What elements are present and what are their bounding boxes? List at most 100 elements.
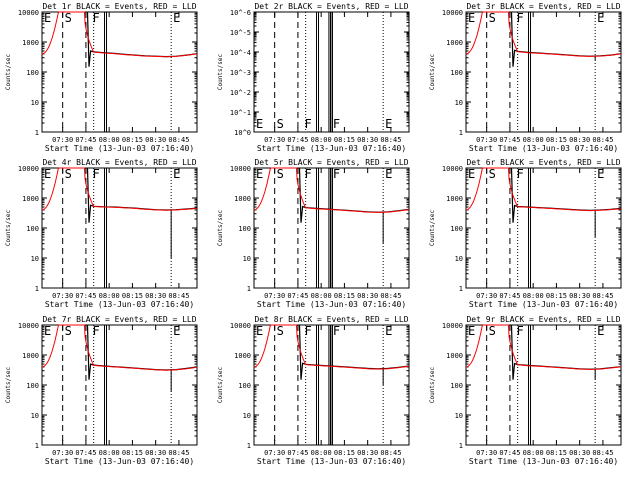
x-tick-label: 08:30 bbox=[145, 292, 166, 300]
y-axis-label: Counts/sec bbox=[217, 54, 224, 91]
series-events-line bbox=[86, 167, 198, 223]
event-marker: S bbox=[489, 167, 496, 181]
event-marker: E bbox=[385, 117, 392, 131]
event-marker: E bbox=[256, 324, 263, 338]
y-tick-label: 10 bbox=[243, 255, 251, 263]
y-tick-label: 10000 bbox=[18, 322, 39, 330]
y-tick-label: 1000 bbox=[446, 39, 463, 47]
x-tick-label: 08:45 bbox=[592, 449, 613, 457]
x-tick-label: 07:30 bbox=[264, 449, 285, 457]
chart-panel-9: Det 9r BLACK = Events, RED = LLD 1 10 100 10… bbox=[429, 315, 622, 466]
x-tick-label: 08:30 bbox=[569, 136, 590, 144]
chart-panel-7: Det 7r BLACK = Events, RED = LLD 1 10 100 10… bbox=[5, 315, 198, 466]
plot-frame bbox=[253, 167, 410, 289]
y-tick-label: 10^-6 bbox=[230, 9, 251, 17]
x-tick-label: 08:00 bbox=[99, 449, 120, 457]
y-axis-label: Counts/sec bbox=[429, 54, 436, 91]
x-axis-label: Start Time (13-Jun-03 07:16:40) bbox=[469, 457, 618, 466]
y-tick-label: 10000 bbox=[442, 9, 463, 17]
series-events-line bbox=[510, 324, 622, 380]
y-tick-label: 100 bbox=[26, 382, 39, 390]
series-lld-line bbox=[253, 167, 410, 213]
x-tick-label: 08:45 bbox=[592, 292, 613, 300]
y-tick-label: 1000 bbox=[446, 195, 463, 203]
x-axis-label: Start Time (13-Jun-03 07:16:40) bbox=[257, 457, 406, 466]
plot-frame bbox=[465, 324, 622, 446]
y-axis-label: Counts/sec bbox=[5, 210, 12, 247]
plot-frame bbox=[253, 11, 410, 133]
x-tick-label: 08:15 bbox=[546, 292, 567, 300]
series-lld-line bbox=[41, 11, 198, 58]
chart-title: Det 1r BLACK = Events, RED = LLD bbox=[42, 2, 196, 11]
chart-panel-3: Det 3r BLACK = Events, RED = LLD 1 10 100 10… bbox=[429, 2, 622, 153]
event-marker: F bbox=[305, 117, 312, 131]
event-marker: E bbox=[256, 117, 263, 131]
y-tick-label: 1 bbox=[35, 285, 39, 293]
event-marker: S bbox=[277, 117, 284, 131]
event-marker: E bbox=[468, 324, 475, 338]
y-tick-label: 1 bbox=[459, 129, 463, 137]
chart-title: Det 6r BLACK = Events, RED = LLD bbox=[466, 158, 620, 167]
event-marker: E bbox=[597, 167, 604, 181]
x-tick-label: 07:30 bbox=[476, 136, 497, 144]
y-tick-label: 10000 bbox=[442, 165, 463, 173]
x-tick-label: 07:45 bbox=[287, 136, 308, 144]
x-tick-label: 08:30 bbox=[569, 449, 590, 457]
event-marker: F bbox=[93, 167, 100, 181]
y-tick-label: 10^-5 bbox=[230, 29, 251, 37]
x-tick-label: 08:30 bbox=[569, 292, 590, 300]
x-tick-label: 08:45 bbox=[380, 136, 401, 144]
chart-panel-8: Det 8r BLACK = Events, RED = LLD 1 10 100 10… bbox=[217, 315, 410, 466]
y-tick-label: 10 bbox=[31, 255, 39, 263]
x-tick-label: 08:15 bbox=[546, 136, 567, 144]
event-marker: E bbox=[173, 167, 180, 181]
x-axis-label: Start Time (13-Jun-03 07:16:40) bbox=[45, 300, 194, 309]
x-tick-label: 07:45 bbox=[75, 136, 96, 144]
y-axis-label: Counts/sec bbox=[429, 210, 436, 247]
x-tick-label: 07:45 bbox=[499, 136, 520, 144]
y-tick-label: 1 bbox=[35, 129, 39, 137]
y-tick-label: 1000 bbox=[22, 352, 39, 360]
plot-frame bbox=[253, 324, 410, 446]
y-tick-label: 100 bbox=[26, 69, 39, 77]
series-events-line bbox=[86, 324, 198, 380]
x-tick-label: 08:00 bbox=[523, 136, 544, 144]
x-tick-label: 07:45 bbox=[287, 449, 308, 457]
chart-panel-5: Det 5r BLACK = Events, RED = LLD 1 10 100 10… bbox=[217, 158, 410, 309]
x-tick-label: 07:45 bbox=[499, 449, 520, 457]
y-tick-label: 10000 bbox=[18, 165, 39, 173]
x-tick-label: 08:45 bbox=[168, 136, 189, 144]
y-tick-label: 1 bbox=[459, 442, 463, 450]
series-events-line bbox=[298, 167, 410, 223]
y-tick-label: 10 bbox=[31, 412, 39, 420]
event-marker: E bbox=[385, 167, 392, 181]
y-tick-label: 100 bbox=[238, 382, 251, 390]
event-marker: E bbox=[173, 11, 180, 25]
x-tick-label: 08:00 bbox=[99, 292, 120, 300]
x-axis-label: Start Time (13-Jun-03 07:16:40) bbox=[469, 300, 618, 309]
chart-panel-2: Det 2r BLACK = Events, RED = LLD 10^0 10^-… bbox=[217, 2, 410, 153]
x-tick-label: 08:15 bbox=[334, 136, 355, 144]
series-lld-line bbox=[41, 324, 198, 371]
x-axis-label: Start Time (13-Jun-03 07:16:40) bbox=[469, 144, 618, 153]
event-marker: F bbox=[333, 167, 340, 181]
plot-frame bbox=[41, 11, 198, 133]
event-marker: F bbox=[517, 167, 524, 181]
x-tick-label: 07:30 bbox=[476, 292, 497, 300]
x-tick-label: 07:30 bbox=[52, 136, 73, 144]
y-tick-label: 1000 bbox=[446, 352, 463, 360]
x-tick-label: 08:45 bbox=[380, 449, 401, 457]
y-tick-label: 10^-2 bbox=[230, 89, 251, 97]
plot-frame bbox=[465, 167, 622, 289]
x-tick-label: 07:30 bbox=[52, 292, 73, 300]
y-tick-label: 10 bbox=[455, 99, 463, 107]
event-marker: S bbox=[277, 167, 284, 181]
x-tick-label: 08:30 bbox=[357, 136, 378, 144]
event-marker: E bbox=[597, 11, 604, 25]
chart-title: Det 5r BLACK = Events, RED = LLD bbox=[254, 158, 408, 167]
y-tick-label: 10000 bbox=[230, 322, 251, 330]
event-marker: E bbox=[385, 324, 392, 338]
y-tick-label: 10^-3 bbox=[230, 69, 251, 77]
x-tick-label: 08:00 bbox=[523, 449, 544, 457]
series-lld-line bbox=[465, 11, 622, 57]
